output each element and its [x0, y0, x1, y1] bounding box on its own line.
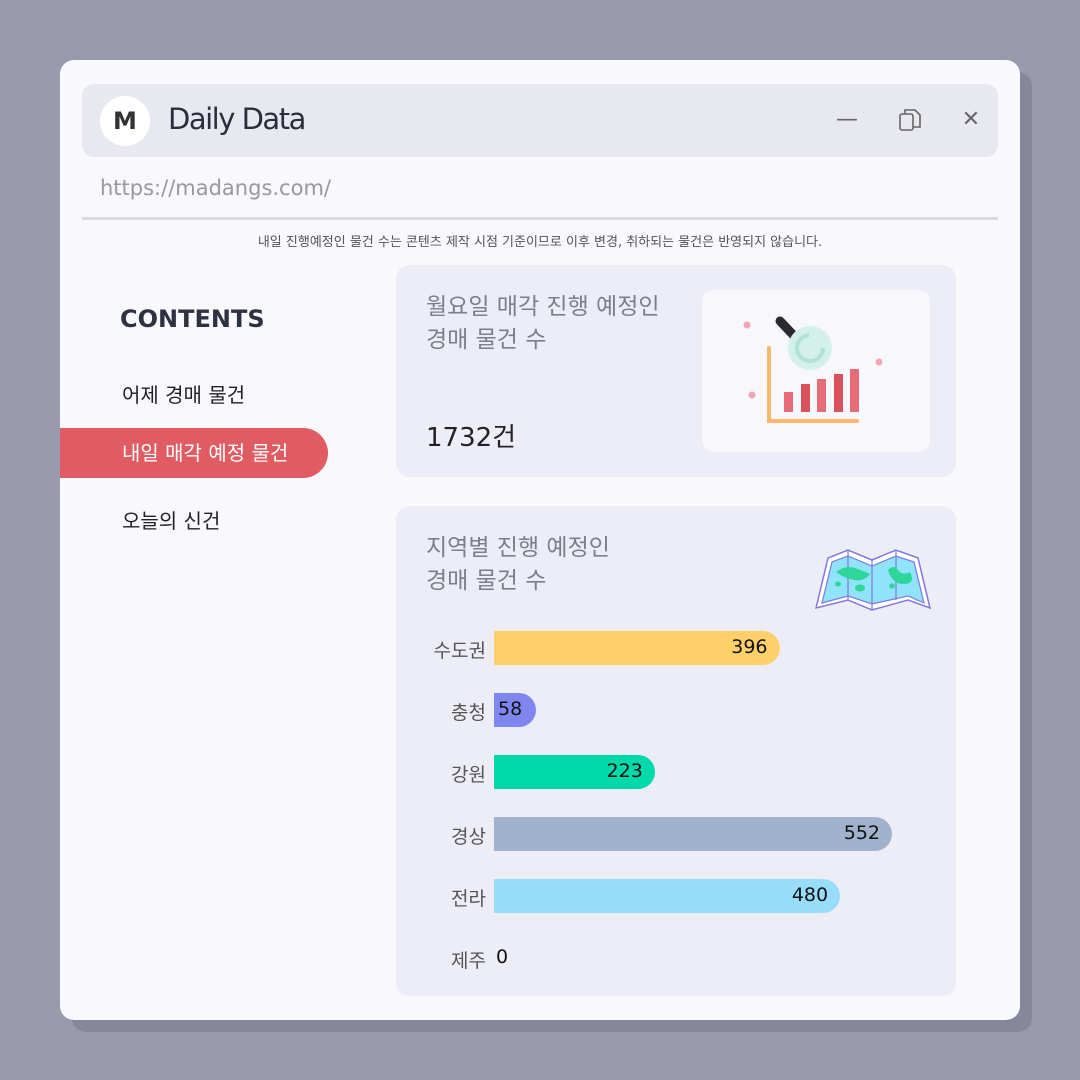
value-label: 396 [731, 636, 768, 658]
value-label: 58 [498, 698, 523, 720]
chart-row: 전라 480 [396, 879, 956, 913]
value-label: 552 [843, 822, 880, 844]
app-logo: M [100, 96, 150, 146]
category-label: 강원 [451, 764, 486, 786]
value-label: 0 [496, 946, 509, 968]
title-bar: M Daily Data — ✕ [82, 84, 998, 157]
card-title-line: 지역별 진행 예정인 [426, 535, 610, 561]
chart-row: 강원 223 [396, 755, 956, 789]
chart-row: 충청 58 [396, 693, 956, 727]
card-title-line: 월요일 매각 진행 예정인 [426, 294, 660, 320]
category-label: 경상 [451, 826, 486, 848]
category-label: 충청 [451, 702, 486, 724]
bar [494, 817, 892, 851]
card-title-line: 경매 물건 수 [426, 568, 547, 594]
count-value: 1732건 [426, 423, 517, 453]
copy-icon[interactable] [892, 102, 928, 138]
chart-illustration [702, 290, 930, 452]
minimize-icon[interactable]: — [836, 107, 858, 132]
sidebar-item-tomorrow[interactable]: 내일 매각 예정 물건 [60, 428, 328, 478]
app-title: Daily Data [168, 102, 306, 136]
chart-row: 제주 0 [396, 941, 956, 975]
notice-text: 내일 진행예정인 물건 수는 콘텐츠 제작 시점 기준이므로 이후 변경, 취하… [257, 235, 823, 250]
bar-chart-magnifier-icon [743, 316, 883, 423]
card-title-line: 경매 물건 수 [426, 327, 547, 353]
url-bar[interactable]: https://madangs.com/ [100, 176, 331, 200]
bar [494, 755, 655, 789]
bar [494, 879, 841, 913]
chart-row: 경상 552 [396, 817, 956, 851]
chart-row: 수도권 396 [396, 631, 956, 665]
map-icon [814, 549, 932, 611]
close-icon[interactable]: ✕ [961, 107, 981, 132]
bar [494, 631, 780, 665]
bar [494, 693, 536, 727]
value-label: 223 [606, 760, 643, 782]
sidebar-heading: CONTENTS [120, 305, 265, 333]
sidebar-item-yesterday[interactable]: 어제 경매 물건 [122, 383, 246, 407]
category-label: 제주 [451, 950, 486, 972]
app-window: M Daily Data — ✕ https://madangs.com/ 내일… [60, 60, 1020, 1020]
value-label: 480 [791, 884, 829, 906]
divider [82, 217, 998, 220]
category-label: 전라 [451, 888, 486, 910]
category-label: 수도권 [433, 640, 486, 662]
sidebar-item-today-new[interactable]: 오늘의 신건 [122, 509, 221, 533]
